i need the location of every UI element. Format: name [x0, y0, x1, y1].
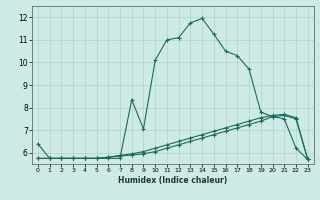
- X-axis label: Humidex (Indice chaleur): Humidex (Indice chaleur): [118, 176, 228, 185]
